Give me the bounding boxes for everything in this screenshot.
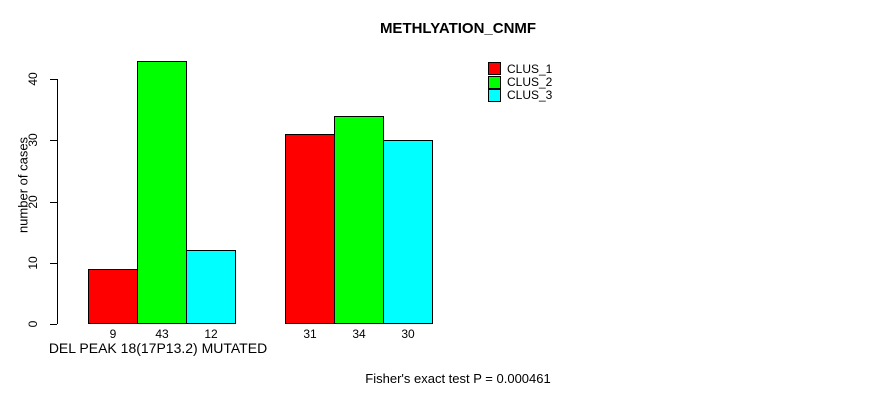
- legend-swatch-icon: [488, 75, 501, 89]
- bar-value-label: 30: [401, 327, 415, 341]
- bar-clus_2-group1: [137, 61, 187, 324]
- bar-clus_1-group2: [285, 134, 335, 324]
- bar-value-label: 34: [352, 327, 366, 341]
- bar-value-label: 12: [204, 327, 218, 341]
- y-axis-tick: [50, 201, 57, 203]
- bar-clus_2-group2: [334, 116, 384, 324]
- legend-swatch-icon: [488, 88, 501, 102]
- y-axis-tick: [50, 324, 57, 325]
- legend-item-clus_2: CLUS_2: [488, 75, 553, 90]
- y-axis-line: [57, 79, 58, 324]
- bar-clus_1-group1: [88, 269, 138, 324]
- legend: CLUS_1 CLUS_2 CLUS_3: [488, 62, 552, 102]
- y-axis-tick: [50, 262, 57, 264]
- bar-value-label: 43: [155, 327, 169, 341]
- y-axis-tick-label: 10: [26, 256, 40, 270]
- x-axis-label: DEL PEAK 18(17P13.2) MUTATED: [48, 340, 268, 356]
- y-axis-tick: [50, 79, 57, 80]
- y-axis-tick: [50, 140, 57, 142]
- legend-item-clus_3: CLUS_3: [488, 88, 553, 103]
- chart-title: METHLYATION_CNMF: [379, 20, 537, 37]
- bar-clus_3-group2: [383, 140, 433, 324]
- y-axis-tick-label: 20: [26, 194, 40, 209]
- legend-swatch-icon: [488, 62, 501, 76]
- bar-value-label: 9: [109, 327, 117, 341]
- legend-item-clus_1: CLUS_1: [488, 61, 553, 76]
- y-axis-tick-label: 0: [26, 320, 40, 328]
- legend-label: CLUS_3: [507, 88, 553, 103]
- bar-value-label: 31: [303, 327, 317, 341]
- y-axis-tick-label: 30: [26, 133, 40, 147]
- legend-label: CLUS_2: [507, 75, 553, 90]
- legend-label: CLUS_1: [507, 61, 553, 76]
- bar-clus_3-group1: [186, 250, 236, 324]
- footer-note: Fisher's exact test P = 0.000461: [365, 371, 551, 386]
- y-axis-tick-label: 40: [26, 72, 40, 86]
